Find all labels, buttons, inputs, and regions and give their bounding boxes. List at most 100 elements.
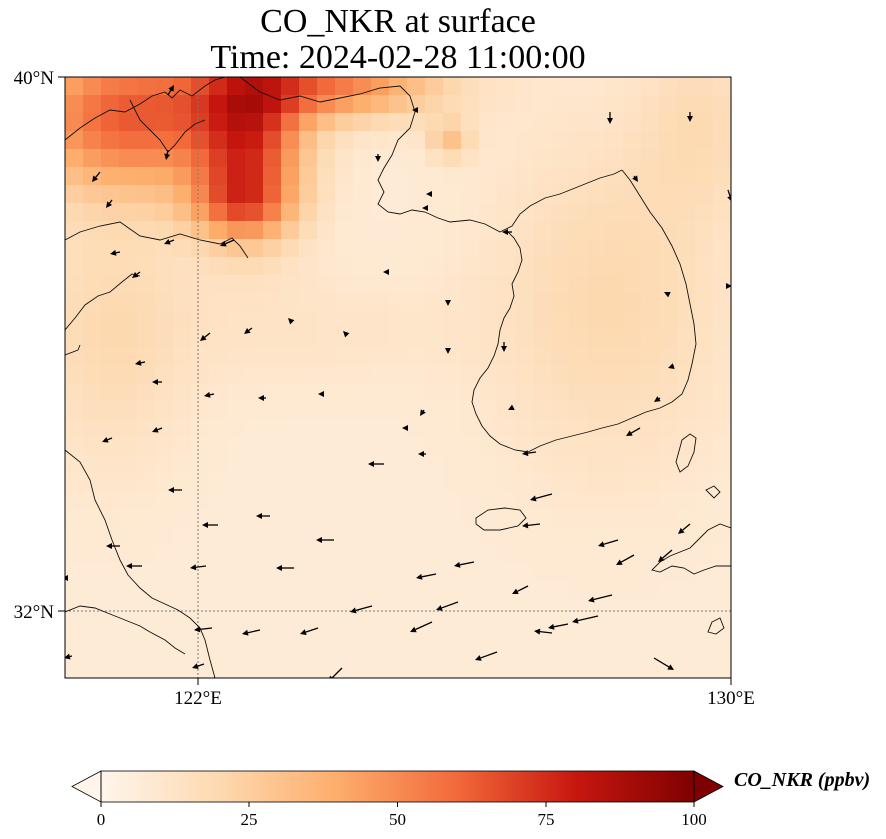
field-cell [227, 419, 246, 438]
coast-shandong-south [65, 273, 141, 331]
field-cell [191, 455, 210, 474]
field-cell [569, 527, 588, 546]
field-cell [353, 383, 372, 402]
field-cell [497, 617, 516, 636]
field-cell [137, 275, 156, 294]
field-cell [677, 347, 696, 366]
field-cell [443, 671, 462, 678]
field-cell [317, 653, 336, 672]
field-cell [173, 437, 192, 456]
field-cell [101, 383, 120, 402]
field-cell [443, 509, 462, 528]
field-cell [461, 203, 480, 222]
field-cell [335, 293, 354, 312]
field-cell [155, 455, 174, 474]
field-cell [605, 329, 624, 348]
field-cell [137, 455, 156, 474]
field-cell [335, 545, 354, 564]
field-cell [371, 563, 390, 582]
wind-vector-head [194, 626, 201, 633]
field-cell [155, 509, 174, 528]
field-cell [515, 131, 534, 150]
field-cell [587, 257, 606, 276]
field-cell [191, 599, 210, 618]
field-cell [443, 599, 462, 618]
field-cell [389, 185, 408, 204]
field-cell [209, 347, 228, 366]
wind-vector-head [508, 404, 515, 410]
field-cell [335, 77, 354, 96]
field-cell [605, 599, 624, 618]
field-cell [299, 419, 318, 438]
field-cell [389, 635, 408, 654]
field-cell [551, 635, 570, 654]
field-cell [461, 419, 480, 438]
field-cell [227, 167, 246, 186]
field-cell [695, 599, 714, 618]
field-cell [119, 635, 138, 654]
field-cell [425, 563, 444, 582]
field-cell [371, 671, 390, 678]
colorbar-tick-label-75: 75 [538, 810, 555, 829]
field-cell [299, 473, 318, 492]
field-cell [695, 419, 714, 438]
field-cell [245, 149, 264, 168]
field-cell [101, 365, 120, 384]
field-cell [281, 185, 300, 204]
field-cell [389, 167, 408, 186]
lon-tick-label-130e: 130°E [707, 688, 755, 709]
field-cell [407, 401, 426, 420]
field-cell [695, 203, 714, 222]
field-cell [569, 545, 588, 564]
field-cell [515, 473, 534, 492]
field-cell [65, 149, 84, 168]
field-cell [245, 77, 264, 96]
field-cell [83, 95, 102, 114]
field-cell [569, 617, 588, 636]
field-cell [371, 203, 390, 222]
field-cell [677, 671, 696, 678]
field-cell [137, 167, 156, 186]
colorbar: 0 25 50 75 100 [71, 770, 724, 829]
field-cell [101, 329, 120, 348]
field-cell [227, 455, 246, 474]
field-cell [335, 599, 354, 618]
field-cell [551, 455, 570, 474]
field-cell [407, 149, 426, 168]
field-cell [461, 239, 480, 258]
field-cell [659, 653, 678, 672]
field-cell [587, 77, 606, 96]
field-cell [65, 221, 84, 240]
field-cell [659, 77, 678, 96]
field-cell [389, 257, 408, 276]
field-cell [659, 455, 678, 474]
colorbar-tick-label-100: 100 [681, 810, 707, 829]
field-cell [551, 437, 570, 456]
field-cell [173, 473, 192, 492]
field-cell [137, 671, 156, 678]
field-cell [515, 653, 534, 672]
field-cell [551, 293, 570, 312]
field-cell [371, 185, 390, 204]
field-cell [641, 113, 660, 132]
wind-vector-head [256, 513, 262, 519]
field-cell [335, 455, 354, 474]
wind-vector-head [658, 555, 665, 562]
field-cell [533, 545, 552, 564]
field-cell [281, 599, 300, 618]
field-cell [623, 509, 642, 528]
field-cell [227, 275, 246, 294]
field-cell [425, 653, 444, 672]
field-cell [605, 527, 624, 546]
field-cell [677, 329, 696, 348]
field-cell [299, 527, 318, 546]
field-cell [425, 599, 444, 618]
field-cell [443, 365, 462, 384]
field-cell [263, 131, 282, 150]
field-cell [605, 509, 624, 528]
field-cell [515, 95, 534, 114]
wind-vector-shaft [225, 239, 235, 245]
field-cell [587, 275, 606, 294]
field-cell [623, 599, 642, 618]
field-cell [173, 185, 192, 204]
